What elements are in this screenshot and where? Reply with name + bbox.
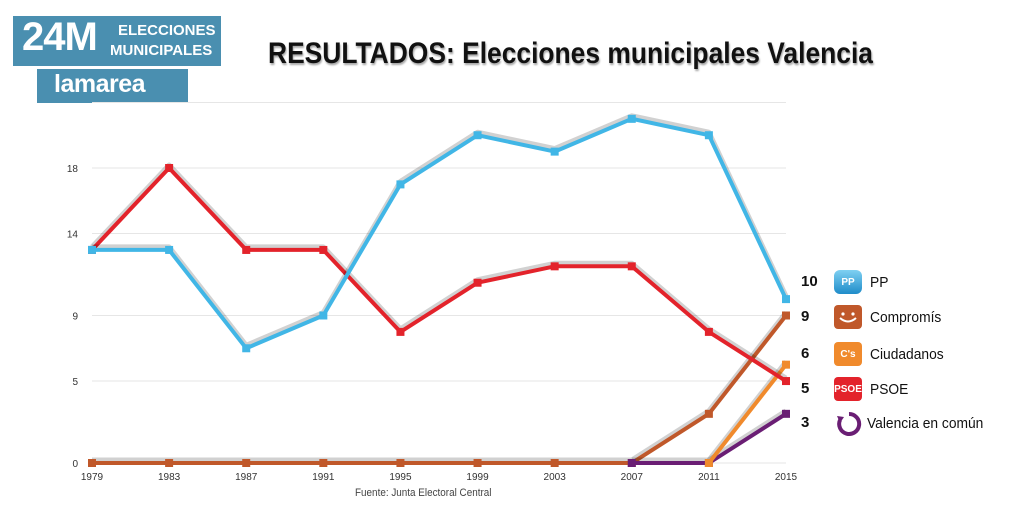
legend-party-name: PSOE [870,381,909,398]
party-logo-text: C's [840,348,856,360]
data-point [396,459,405,467]
x-tick-label: 1979 [81,472,104,483]
x-tick-label: 2015 [775,472,798,483]
data-point [782,377,790,386]
series-line [90,166,788,383]
y-tick-label: 5 [72,377,78,388]
data-point [627,459,636,467]
data-point [165,459,174,467]
event-badge [13,16,221,66]
data-point [319,311,328,320]
legend-seat-count: 6 [801,345,810,362]
data-point [165,245,174,254]
data-point [627,114,636,123]
data-point [473,131,482,140]
series-line [707,363,788,465]
legend-seat-count: 10 [801,273,818,290]
x-tick-label: 2007 [621,472,644,483]
series-shadow [92,310,788,463]
badge-line2: MUNICIPALES [110,42,213,59]
data-point [782,311,790,320]
x-tick-label: 2003 [544,472,567,483]
x-tick-label: 2011 [698,472,720,483]
party-logo-text: PSOE [834,383,862,395]
series-shadow [90,162,788,381]
data-point [242,245,251,254]
series-line [92,314,788,465]
legend-seat-count: 3 [801,414,810,431]
y-tick-label: 0 [72,459,78,470]
data-point [704,459,713,467]
data-point [704,131,713,140]
party-logo-icon: PP [834,270,862,294]
party-logo-icon: C's [834,342,862,366]
x-tick-label: 1991 [312,472,335,483]
data-point [704,327,713,336]
y-tick-label: 9 [72,312,78,323]
data-point [627,262,636,271]
data-point [242,459,251,467]
legend-party-name: Valencia en común [867,415,984,432]
source-note: Fuente: Junta Electoral Central [355,487,492,499]
data-point [319,459,328,467]
data-point [88,459,96,467]
data-point [319,245,328,254]
y-tick-label: 18 [67,164,79,175]
data-point [704,409,713,418]
legend-party-name: Compromís [870,309,942,326]
legend-party-name: Ciudadanos [870,346,944,363]
party-logo-icon [837,411,862,436]
data-point [396,327,405,336]
data-point [782,295,790,304]
party-logo-icon: PSOE [834,377,862,401]
series-shadow [631,408,788,463]
data-point [782,360,790,369]
badge-line1: ELECCIONES [118,22,216,39]
party-logo-text: PP [841,276,855,288]
chart-title: RESULTADOS: Elecciones municipales Valen… [268,37,873,70]
data-point [473,459,482,467]
badge-date: 24M [22,15,98,59]
brand-badge [37,69,188,103]
legend-party-name: PP [870,274,889,291]
data-point [550,459,559,467]
x-tick-label: 1983 [158,472,181,483]
data-point [165,164,174,172]
legend-seat-count: 5 [801,380,810,397]
party-logo-icon [834,305,862,329]
series-line [631,412,788,465]
x-tick-label: 1987 [235,472,258,483]
brand-logo: lamarea [54,70,146,98]
x-tick-label: 1995 [389,472,412,483]
data-point [88,245,96,254]
series-line [92,116,788,351]
y-tick-label: 14 [67,230,79,241]
x-tick-label: 1999 [466,472,489,483]
data-point [550,262,559,271]
data-point [473,278,482,287]
data-point [782,409,790,418]
data-point [242,344,251,353]
data-point [550,147,559,156]
data-point [396,180,405,189]
legend-seat-count: 9 [801,308,810,325]
